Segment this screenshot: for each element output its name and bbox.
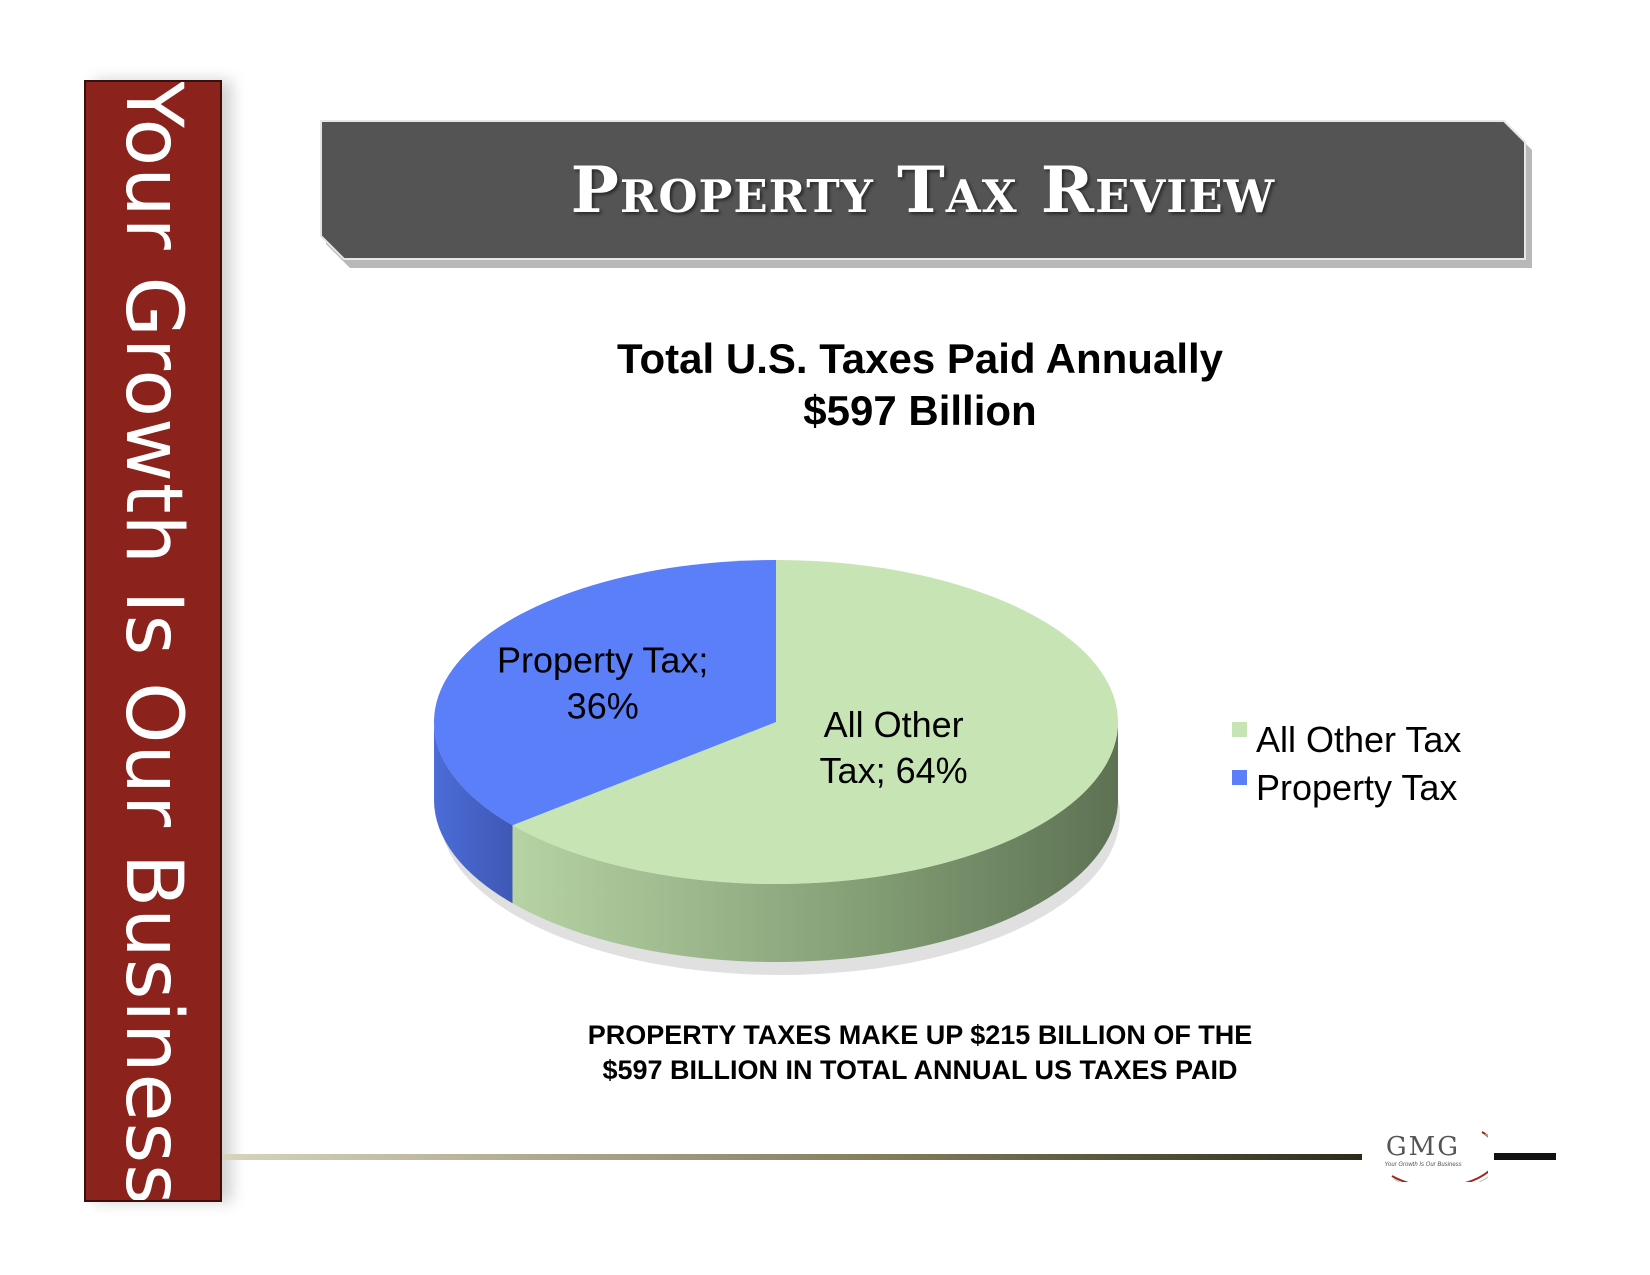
footer-note: PROPERTY TAXES MAKE UP $215 BILLION OF T… [490,1018,1350,1088]
logo-arc [1391,1131,1488,1182]
chart-title: Total U.S. Taxes Paid Annually [616,335,1224,382]
chart-title-block: Total U.S. Taxes Paid Annually $597 Bill… [520,333,1320,437]
logo-mark: GMG [1385,1132,1461,1162]
pie-sides [434,722,1118,962]
pie-tops [434,560,1118,884]
side-band: Your Growth Is Our Business [84,80,222,1202]
bottom-rule [222,1154,1362,1160]
legend-label-all-other-tax: All Other Tax [1256,719,1461,760]
gmg-logo: GMG Your Growth Is Our Business [1362,1118,1488,1182]
chart-subtitle: $597 Billion [803,387,1037,434]
legend-swatch-all-other-tax [1232,722,1247,737]
data-label-property-tax: Property Tax; 36% [497,639,708,726]
pie-legend: All Other Tax Property Tax [1232,719,1461,808]
pie-slice-all-other-tax [512,560,1118,884]
footer-note-line-2: $597 BILLION IN TOTAL ANNUAL US TAXES PA… [602,1055,1238,1085]
page-title: Property Tax Review [570,152,1276,228]
data-label-all-other-tax: All Other Tax; 64% [820,704,968,791]
pie-side-property-tax [434,722,513,904]
footer-note-line-1: PROPERTY TAXES MAKE UP $215 BILLION OF T… [587,1020,1253,1050]
logo-tagline: Your Growth Is Our Business [1384,1162,1462,1168]
bottom-rule-right [1494,1153,1556,1160]
legend-label-property-tax: Property Tax [1256,767,1457,808]
pie-side-all-other-tax [512,722,1118,962]
pie-labels: All Other Tax; 64% Property Tax; 36% [497,639,968,791]
legend-swatch-property-tax [1232,770,1247,785]
pie-slice-property-tax [434,560,776,826]
